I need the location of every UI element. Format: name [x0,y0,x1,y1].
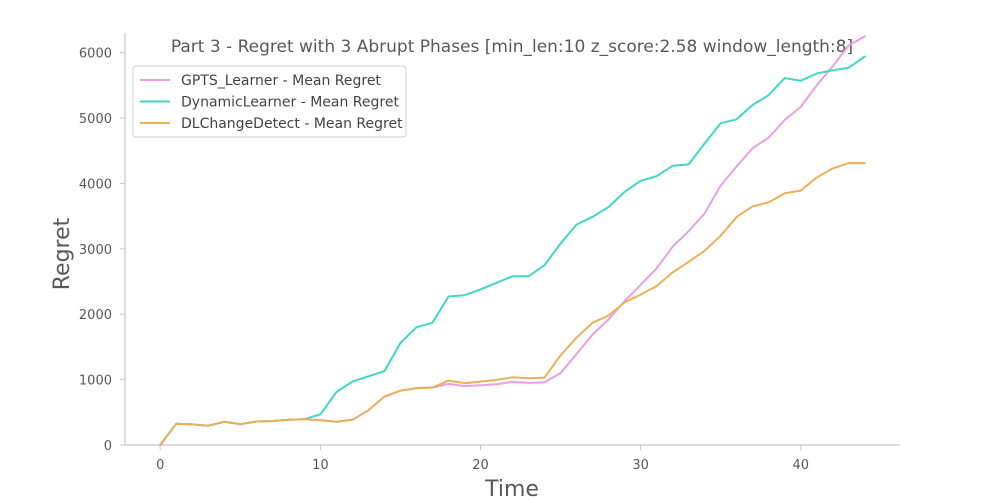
y-axis-label: Regret [50,217,75,290]
y-tick-label: 4000 [79,177,112,192]
x-axis-label: Time [484,477,539,500]
legend-label-2: DLChangeDetect - Mean Regret [181,116,403,132]
series-line-2 [159,162,866,446]
series-lines [159,35,866,446]
y-tick-label: 0 [104,439,112,454]
chart-title: Part 3 - Regret with 3 Abrupt Phases [mi… [171,37,853,57]
y-tick-label: 1000 [79,374,112,389]
x-ticks: 0 10 20 30 40 [156,445,809,473]
x-tick-label: 0 [156,458,164,473]
x-tick-label: 10 [312,458,329,473]
y-tick-label: 2000 [79,308,112,323]
x-tick-label: 40 [792,458,809,473]
legend-box [132,65,407,138]
x-tick-label: 30 [632,458,649,473]
legend-label-0: GPTS_Learner - Mean Regret [181,73,381,89]
y-tick-label: 5000 [79,112,112,127]
y-ticks: 0 1000 2000 3000 4000 5000 6000 [79,47,125,454]
axes [124,33,900,446]
legend-label-1: DynamicLearner - Mean Regret [181,95,399,111]
y-tick-label: 3000 [79,243,112,258]
x-tick-label: 20 [472,458,489,473]
legend: GPTS_Learner - Mean Regret DynamicLearner… [132,65,407,138]
y-tick-label: 6000 [79,47,112,62]
